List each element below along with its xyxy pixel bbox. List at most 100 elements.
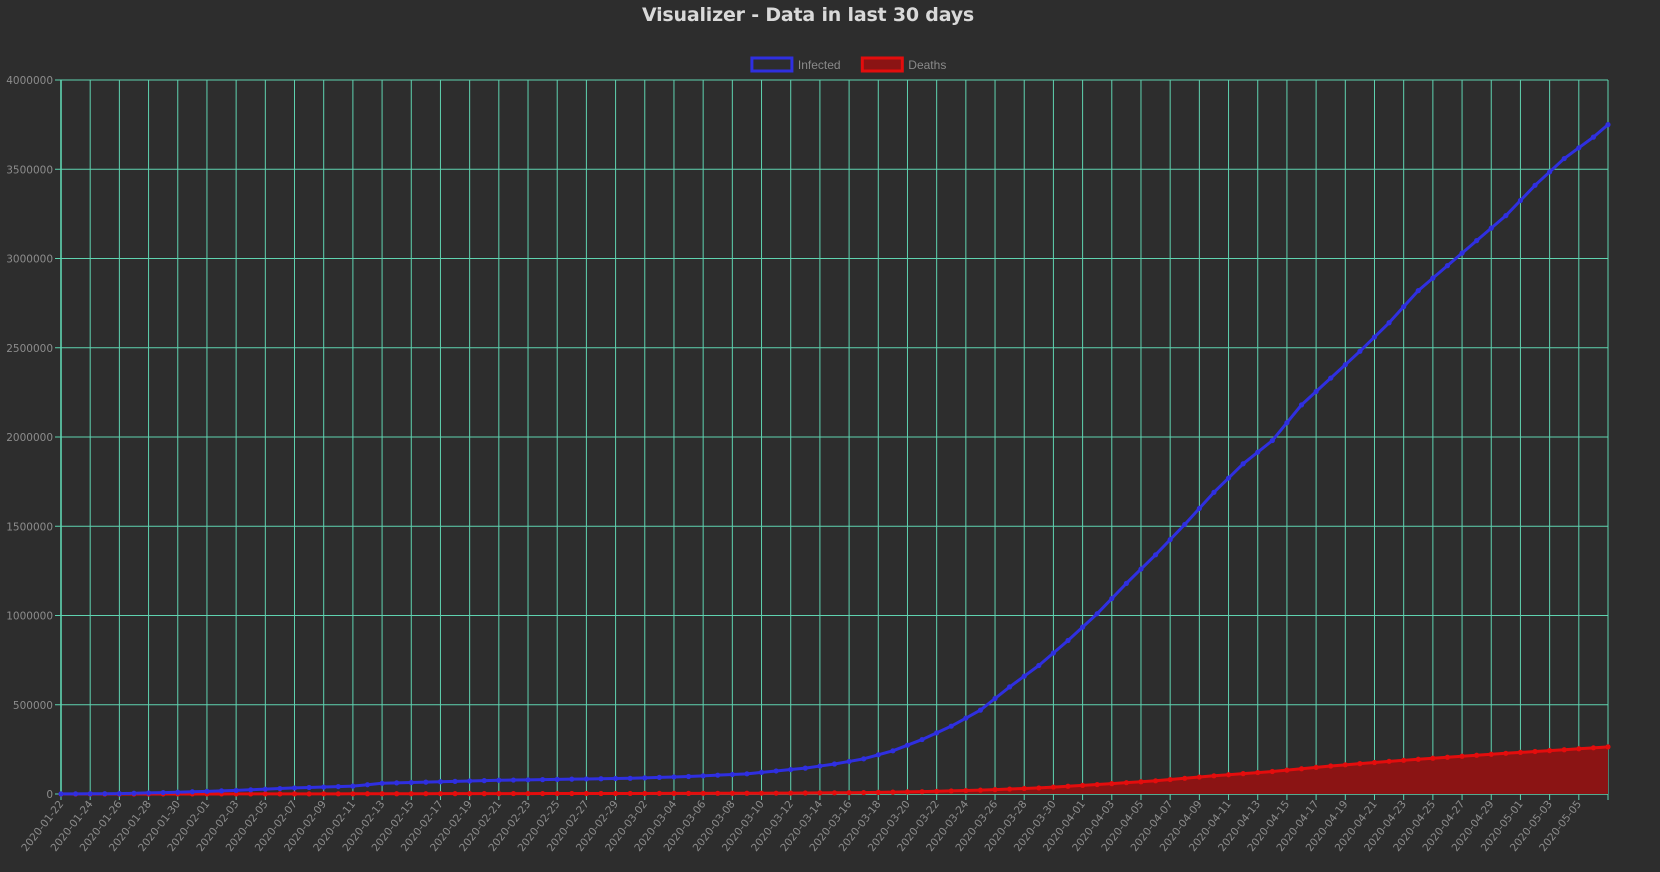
infected-point[interactable] — [948, 723, 954, 729]
infected-point[interactable] — [1007, 684, 1013, 690]
infected-point[interactable] — [248, 787, 254, 793]
deaths-point[interactable] — [1590, 745, 1597, 751]
infected-point[interactable] — [1196, 505, 1202, 511]
infected-point[interactable] — [1488, 225, 1494, 231]
deaths-point[interactable] — [1094, 781, 1100, 788]
infected-point[interactable] — [525, 777, 531, 783]
infected-point[interactable] — [102, 791, 108, 797]
deaths-point[interactable] — [890, 789, 896, 795]
infected-point[interactable] — [671, 774, 677, 780]
infected-point[interactable] — [145, 790, 152, 796]
infected-point[interactable] — [540, 777, 546, 783]
infected-point[interactable] — [1342, 362, 1348, 368]
infected-point[interactable] — [467, 778, 473, 784]
deaths-point[interactable] — [1182, 775, 1188, 781]
infected-point[interactable] — [1401, 304, 1407, 310]
deaths-point[interactable] — [904, 789, 911, 795]
infected-point[interactable] — [627, 775, 633, 781]
infected-point[interactable] — [1298, 402, 1305, 408]
deaths-point[interactable] — [875, 789, 881, 795]
infected-point[interactable] — [904, 742, 911, 748]
deaths-point[interactable] — [394, 791, 400, 797]
deaths-point[interactable] — [1430, 755, 1436, 761]
infected-point[interactable] — [321, 784, 327, 790]
deaths-point[interactable] — [408, 791, 414, 797]
infected-point[interactable] — [1590, 134, 1597, 140]
infected-point[interactable] — [1415, 288, 1421, 294]
deaths-point[interactable] — [963, 787, 969, 794]
deaths-point[interactable] — [364, 791, 371, 797]
infected-point[interactable] — [1474, 238, 1480, 244]
deaths-point[interactable] — [481, 791, 487, 797]
deaths-point[interactable] — [1269, 768, 1275, 775]
infected-point[interactable] — [481, 778, 487, 784]
infected-point[interactable] — [1371, 334, 1378, 340]
deaths-point[interactable] — [1196, 774, 1202, 780]
deaths-point[interactable] — [496, 791, 502, 797]
infected-point[interactable] — [1269, 437, 1275, 444]
deaths-point[interactable] — [452, 791, 458, 797]
infected-point[interactable] — [1503, 213, 1509, 219]
deaths-point[interactable] — [1065, 783, 1071, 789]
infected-point[interactable] — [977, 707, 984, 713]
infected-point[interactable] — [1313, 388, 1319, 395]
infected-point[interactable] — [510, 777, 517, 783]
deaths-point[interactable] — [948, 788, 954, 794]
deaths-point[interactable] — [1547, 748, 1553, 754]
infected-point[interactable] — [189, 789, 195, 795]
deaths-point[interactable] — [510, 790, 517, 797]
deaths-point[interactable] — [1459, 753, 1465, 759]
deaths-point[interactable] — [992, 787, 998, 793]
deaths-point[interactable] — [1517, 749, 1524, 756]
infected-point[interactable] — [291, 785, 298, 791]
infected-point[interactable] — [715, 772, 721, 778]
infected-point[interactable] — [1430, 275, 1436, 281]
deaths-point[interactable] — [248, 791, 254, 797]
infected-point[interactable] — [1080, 624, 1086, 630]
infected-point[interactable] — [817, 763, 823, 769]
infected-point[interactable] — [58, 791, 64, 797]
infected-point[interactable] — [1211, 489, 1217, 495]
legend[interactable]: Infected Deaths — [750, 56, 946, 73]
infected-point[interactable] — [890, 748, 896, 754]
deaths-point[interactable] — [1474, 752, 1480, 758]
deaths-point[interactable] — [1152, 778, 1159, 784]
deaths-point[interactable] — [1488, 751, 1494, 757]
infected-point[interactable] — [350, 783, 356, 789]
deaths-point[interactable] — [1050, 784, 1057, 790]
deaths-point[interactable] — [919, 789, 925, 795]
deaths-point[interactable] — [788, 790, 794, 796]
infected-point[interactable] — [1459, 250, 1465, 256]
deaths-point[interactable] — [1080, 782, 1086, 788]
infected-point[interactable] — [554, 776, 560, 782]
infected-point[interactable] — [1547, 169, 1553, 175]
infected-point[interactable] — [569, 776, 575, 782]
deaths-point[interactable] — [277, 791, 283, 797]
infected-point[interactable] — [175, 789, 181, 795]
deaths-point[interactable] — [1138, 779, 1144, 785]
deaths-point[interactable] — [1503, 750, 1509, 756]
deaths-point[interactable] — [423, 791, 429, 797]
infected-point[interactable] — [394, 780, 400, 786]
infected-point[interactable] — [1182, 521, 1188, 528]
deaths-point[interactable] — [831, 790, 838, 796]
deaths-point[interactable] — [1109, 781, 1115, 787]
infected-point[interactable] — [72, 791, 79, 797]
deaths-point[interactable] — [467, 791, 473, 797]
deaths-point[interactable] — [554, 790, 560, 797]
deaths-point[interactable] — [1313, 764, 1319, 770]
infected-point[interactable] — [1576, 145, 1582, 151]
infected-point[interactable] — [700, 773, 706, 779]
infected-point[interactable] — [861, 756, 867, 762]
deaths-point[interactable] — [1342, 762, 1348, 768]
infected-point[interactable] — [496, 777, 502, 783]
deaths-point[interactable] — [1211, 773, 1217, 779]
infected-point[interactable] — [1094, 611, 1100, 617]
deaths-point[interactable] — [817, 790, 823, 796]
infected-point[interactable] — [1138, 566, 1144, 572]
deaths-point[interactable] — [861, 789, 867, 796]
deaths-point[interactable] — [744, 790, 750, 796]
deaths-point[interactable] — [291, 791, 298, 797]
infected-point[interactable] — [1021, 673, 1027, 679]
deaths-point[interactable] — [1007, 786, 1013, 792]
